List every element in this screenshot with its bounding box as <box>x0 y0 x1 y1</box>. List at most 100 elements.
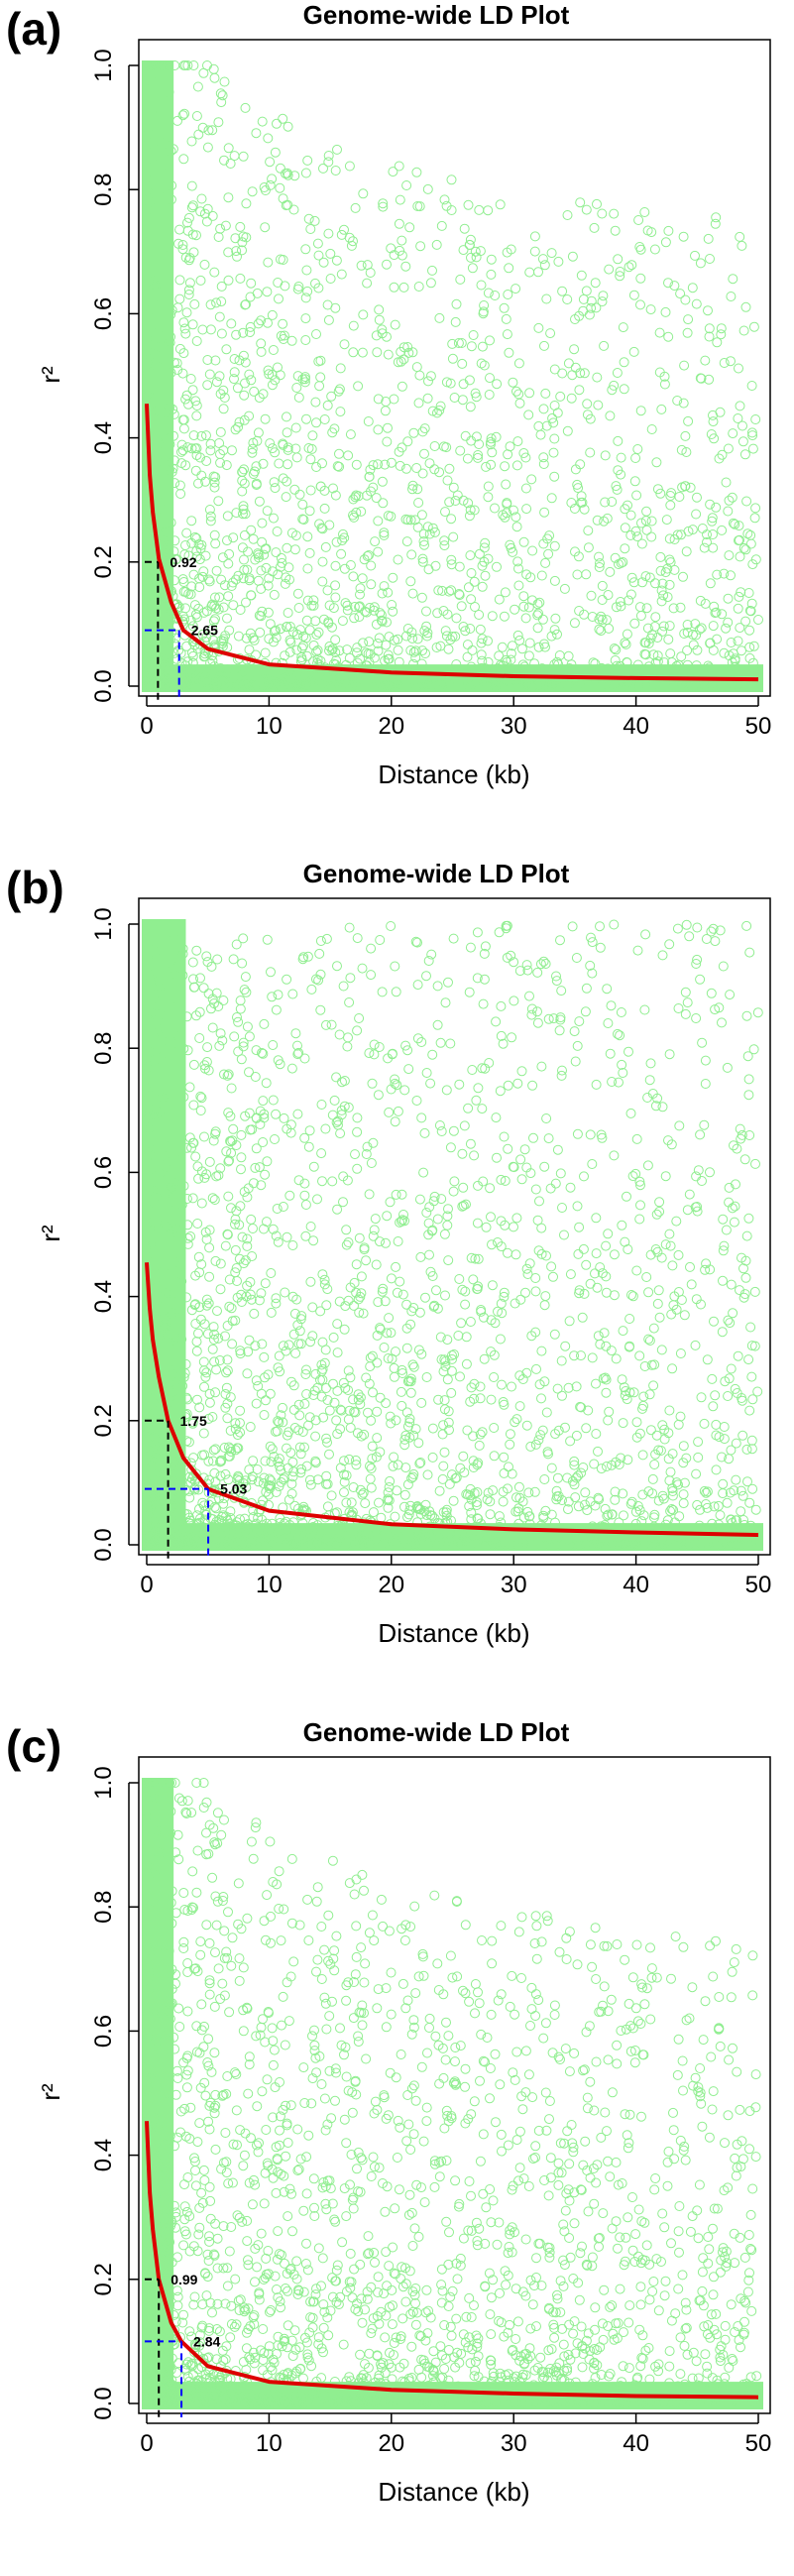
data-point <box>615 680 625 691</box>
data-point <box>657 626 668 637</box>
data-point <box>714 453 725 464</box>
data-point <box>585 1278 596 1289</box>
data-point <box>147 598 158 609</box>
data-point <box>230 1214 241 1225</box>
data-point <box>291 1294 302 1305</box>
data-point <box>312 238 323 249</box>
data-point <box>578 1243 589 1254</box>
data-point <box>284 1340 294 1350</box>
data-point <box>505 1429 515 1440</box>
data-point <box>299 1053 310 1064</box>
y-tick-label: 0.6 <box>90 297 117 330</box>
data-point <box>447 353 458 364</box>
data-point <box>745 529 756 540</box>
data-point <box>354 1307 365 1318</box>
data-point <box>215 1470 226 1481</box>
data-point <box>407 480 418 491</box>
data-point <box>548 447 559 458</box>
data-point <box>155 1009 165 1020</box>
data-point <box>238 1041 249 1052</box>
data-point <box>293 1425 304 1436</box>
data-point <box>266 1457 277 1467</box>
data-point <box>302 531 313 542</box>
data-point <box>683 314 694 325</box>
data-point <box>742 1476 752 1487</box>
data-point <box>271 1426 281 1437</box>
data-point <box>645 304 656 315</box>
data-point <box>171 1532 182 1543</box>
data-point <box>482 1494 493 1505</box>
data-point <box>186 1142 197 1153</box>
data-point <box>220 1240 231 1251</box>
data-point <box>270 375 281 386</box>
data-point <box>730 661 740 672</box>
data-point <box>401 631 411 642</box>
data-point <box>687 680 698 691</box>
data-point <box>613 435 624 446</box>
data-point <box>339 1101 350 1112</box>
data-point <box>305 1479 316 1490</box>
data-point <box>541 669 552 680</box>
data-point <box>696 373 707 384</box>
data-point <box>649 244 660 255</box>
data-point <box>225 1111 236 1121</box>
data-point <box>243 1347 254 1357</box>
data-point <box>486 433 497 444</box>
data-point <box>264 674 275 685</box>
data-point <box>161 451 170 462</box>
data-point <box>479 1353 490 1364</box>
data-point <box>192 1219 203 1229</box>
data-point <box>191 450 202 461</box>
data-point <box>305 224 316 234</box>
data-point <box>729 1140 738 1151</box>
data-point <box>271 625 281 636</box>
data-point <box>365 1361 376 1372</box>
data-point <box>438 606 449 616</box>
data-point <box>647 1089 658 1099</box>
data-point <box>297 374 308 385</box>
data-point <box>235 995 246 1006</box>
data-point <box>151 1190 162 1201</box>
data-point <box>717 1452 727 1463</box>
data-point <box>191 533 202 543</box>
data-point <box>150 626 161 637</box>
data-point <box>590 1535 601 1546</box>
data-point <box>727 1203 737 1214</box>
data-point <box>537 614 548 625</box>
data-point <box>538 404 549 414</box>
data-point <box>491 1112 502 1123</box>
data-point <box>494 594 505 605</box>
data-point <box>718 1245 729 1256</box>
data-point <box>549 1329 560 1340</box>
data-point <box>570 362 581 373</box>
data-point <box>664 1229 675 1239</box>
data-point <box>513 580 524 591</box>
data-point <box>283 170 293 180</box>
data-point <box>190 1299 201 1310</box>
data-point <box>177 110 188 121</box>
data-point <box>574 1285 585 1296</box>
data-point <box>153 123 164 134</box>
data-point <box>182 679 193 690</box>
data-point <box>151 1139 162 1150</box>
data-point <box>150 1185 161 1195</box>
data-point <box>157 339 168 350</box>
data-point <box>634 680 645 691</box>
data-point <box>142 1389 153 1400</box>
data-point <box>612 368 623 378</box>
data-point <box>519 1144 530 1155</box>
data-point <box>702 1486 713 1497</box>
data-point <box>305 1222 316 1231</box>
data-point <box>601 1341 612 1351</box>
data-point <box>442 677 453 688</box>
data-point <box>497 1379 507 1390</box>
data-point <box>339 339 350 350</box>
data-point <box>688 630 698 640</box>
data-point <box>495 199 506 210</box>
data-point <box>360 1498 371 1509</box>
data-point <box>414 1307 425 1318</box>
data-point <box>178 1181 189 1191</box>
data-point <box>599 340 610 351</box>
data-point <box>646 424 657 434</box>
data-point <box>302 679 313 690</box>
